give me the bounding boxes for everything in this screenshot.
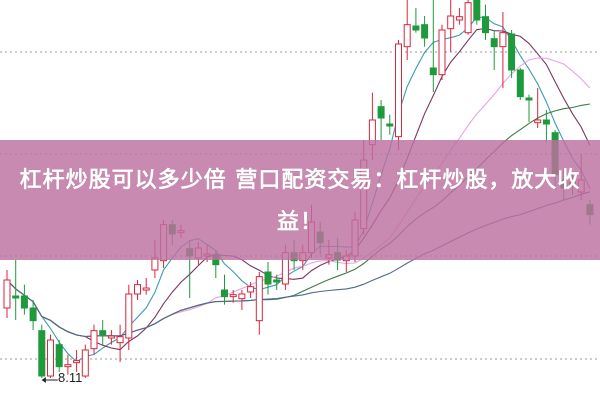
candle-down: [429, 67, 437, 76]
candle-down: [412, 25, 420, 31]
candle-down: [273, 279, 281, 283]
candle-down: [99, 330, 107, 336]
candle-down: [516, 69, 524, 98]
candle-down: [38, 330, 46, 377]
candle-up: [81, 349, 89, 377]
candle-down: [421, 24, 429, 39]
candle-up: [134, 284, 141, 295]
candle-down: [482, 16, 489, 34]
candle-down: [490, 38, 498, 48]
candle-down: [20, 295, 28, 309]
low-price-label: 8.11: [58, 370, 82, 385]
candle-up: [64, 364, 72, 368]
candle-up: [395, 43, 402, 138]
candle-up: [534, 119, 542, 124]
candle-down: [29, 307, 37, 322]
candle-up: [142, 287, 150, 291]
candle-up: [499, 32, 507, 48]
candle-up: [125, 293, 133, 339]
candle-up: [116, 336, 124, 344]
candle-down: [377, 106, 385, 119]
candle-down: [12, 295, 20, 299]
candle-down: [508, 33, 516, 71]
banner-title: 杠杆炒股可以多少倍 营口配资交易：杠杆炒股，放大收益！: [19, 168, 581, 235]
candle-up: [107, 335, 115, 339]
candle-up: [438, 29, 446, 76]
candle-up: [447, 15, 455, 30]
candle-down: [221, 289, 228, 298]
candle-up: [47, 339, 54, 377]
candle-down: [525, 97, 533, 101]
candle-up: [238, 293, 246, 300]
candle-down: [542, 119, 550, 125]
candle-down: [264, 271, 272, 285]
low-price-value: 8.11: [58, 370, 83, 385]
candle-up: [90, 330, 98, 350]
candle-down: [55, 344, 63, 368]
candle-down: [386, 123, 394, 127]
candle-up: [3, 279, 11, 309]
candle-up: [255, 276, 263, 322]
low-arrow-head-icon: [41, 377, 46, 383]
candle-up: [403, 24, 411, 48]
candle-up: [464, 2, 472, 34]
ma5-line: [6, 16, 591, 363]
candle-up: [229, 294, 237, 298]
title-banner: [0, 140, 600, 260]
candle-up: [455, 16, 463, 21]
candle-down: [473, 0, 481, 21]
ma10-line: [6, 27, 591, 351]
candle-up: [247, 286, 255, 293]
candle-up: [73, 360, 81, 364]
